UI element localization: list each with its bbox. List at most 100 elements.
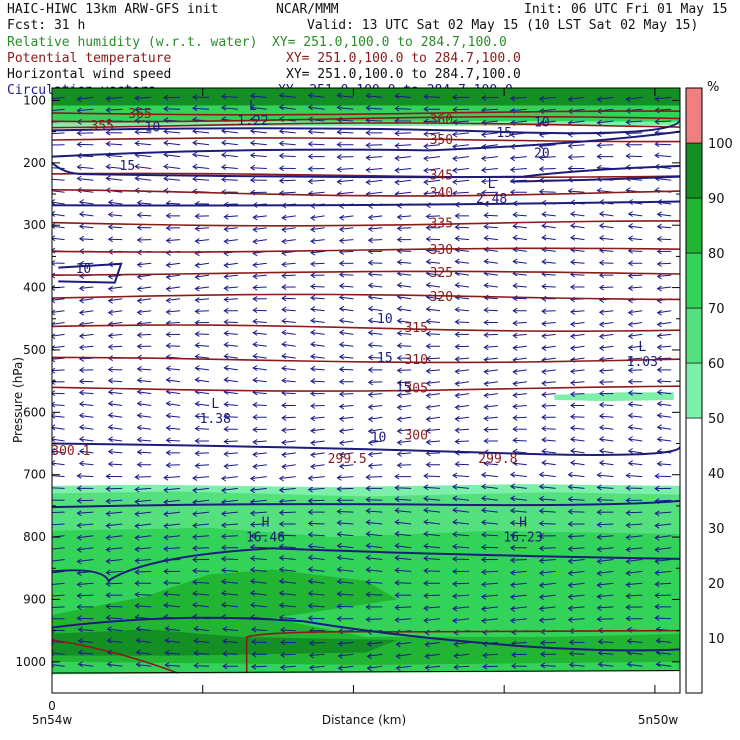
wind-vector-65: [654, 118, 672, 125]
wind-vector-687: [194, 462, 210, 469]
wind-vector-715: [365, 474, 383, 481]
wind-vector-516: [338, 366, 354, 373]
wind-vector-534: [223, 376, 238, 383]
wind-vector-416: [627, 309, 643, 316]
wind-vector-441: [78, 333, 94, 340]
theta-label-2: 355: [90, 119, 113, 134]
wind-vector-384: [338, 294, 354, 301]
wind-vector-353: [78, 285, 94, 292]
wind-vector-257: [483, 223, 498, 230]
wind-vector-597: [136, 412, 152, 419]
wind-vector-847: [365, 542, 383, 549]
wind-vector-79: [423, 131, 441, 137]
wind-vector-767: [596, 496, 614, 503]
wind-vector-363: [367, 282, 383, 289]
wind-vector-735: [307, 486, 325, 493]
wind-vector-627: [367, 428, 383, 435]
wind-vector-26: [163, 105, 181, 112]
wind-vector-576: [165, 400, 181, 407]
wind-label-7: 15: [377, 351, 393, 366]
wind-vector-1058: [106, 661, 123, 668]
wind-vector-490: [223, 353, 238, 360]
wind-vector-1073: [539, 662, 556, 669]
wind-vector-198: [52, 199, 65, 205]
wind-vector-360: [281, 284, 296, 291]
wind-vector-23: [76, 107, 94, 114]
wind-vector-690: [281, 463, 296, 470]
wind-vector-822: [278, 532, 296, 539]
wind-vector-648: [338, 440, 354, 446]
wind-vector-728: [105, 485, 123, 492]
wind-label-1: 10: [145, 120, 161, 135]
wind-vector-201: [136, 199, 152, 206]
wind-vector-566: [512, 392, 527, 399]
wind-vector-727: [76, 485, 94, 492]
wind-vector-409: [425, 306, 441, 312]
wind-vector-1022: [337, 640, 354, 647]
wind-vector-636: [627, 424, 643, 431]
wind-vector-980: [394, 617, 412, 623]
wind-vector-29: [249, 104, 267, 111]
wind-vector-869: [365, 554, 383, 561]
wind-vector-762: [452, 495, 470, 502]
wind-label-4: 15: [120, 159, 136, 174]
wind-vector-858: [52, 558, 65, 565]
wind-vector-600: [223, 413, 238, 420]
wind-vector-1047: [424, 653, 441, 660]
wind-vector-276: [396, 236, 412, 243]
wind-vector-115: [192, 151, 210, 158]
wind-vector-596: [107, 412, 123, 419]
wind-vector-778: [278, 509, 296, 516]
wind-vector-561: [367, 391, 383, 398]
wind-vector-604: [338, 415, 354, 422]
wind-vector-722: [567, 471, 585, 478]
wind-vector-986: [567, 616, 585, 623]
wind-vector-3: [134, 95, 152, 102]
wind-vector-983: [480, 617, 498, 624]
wind-vector-821: [249, 532, 267, 539]
wind-vector-122: [394, 155, 412, 162]
wind-vector-64: [625, 119, 643, 126]
wind-vector-134: [105, 163, 123, 170]
wind-vector-96: [278, 140, 296, 147]
wind-vector-901: [654, 569, 672, 576]
wind-vector-126: [509, 155, 527, 162]
wind-vector-581: [310, 403, 325, 409]
wind-vector-635: [598, 424, 614, 431]
wind-vector-916: [452, 580, 470, 587]
wind-vector-435: [541, 320, 556, 327]
wind-vector-991: [77, 626, 94, 633]
wind-vector-580: [281, 402, 296, 409]
wind-vector-837: [76, 546, 94, 553]
wind-vector-989: [654, 614, 672, 621]
extremum-kind-5: H: [519, 515, 527, 530]
wind-vector-313: [194, 262, 210, 269]
colorbar-tick-60: 60: [708, 357, 725, 372]
wind-vector-611: [541, 414, 556, 421]
wind-vector-942: [567, 593, 585, 600]
wind-vector-506: [52, 367, 65, 374]
wind-vector-655: [541, 436, 556, 443]
wind-vector-760: [394, 496, 412, 503]
wind-vector-369: [541, 283, 556, 290]
wind-vector-714: [336, 474, 354, 481]
wind-vector-515: [310, 365, 325, 372]
wind-vector-245: [136, 224, 152, 231]
wind-vector-494: [338, 353, 354, 360]
wind-vector-875: [538, 557, 556, 564]
wind-vector-773: [134, 511, 152, 517]
wind-vector-444: [165, 331, 181, 338]
wind-vector-579: [252, 401, 267, 408]
wind-vector-995: [193, 625, 210, 632]
wind-vector-849: [423, 543, 441, 550]
wind-vector-968: [52, 615, 65, 622]
wind-vector-248: [223, 226, 238, 233]
wind-vector-1037: [135, 649, 152, 656]
wind-vector-88: [52, 142, 65, 149]
wind-vector-637: [656, 424, 672, 431]
wind-vector-119: [307, 153, 325, 160]
wind-vector-1039: [193, 650, 210, 657]
wind-vector-887: [249, 566, 267, 573]
wind-vector-732: [220, 487, 238, 494]
wind-vector-100: [394, 142, 412, 149]
